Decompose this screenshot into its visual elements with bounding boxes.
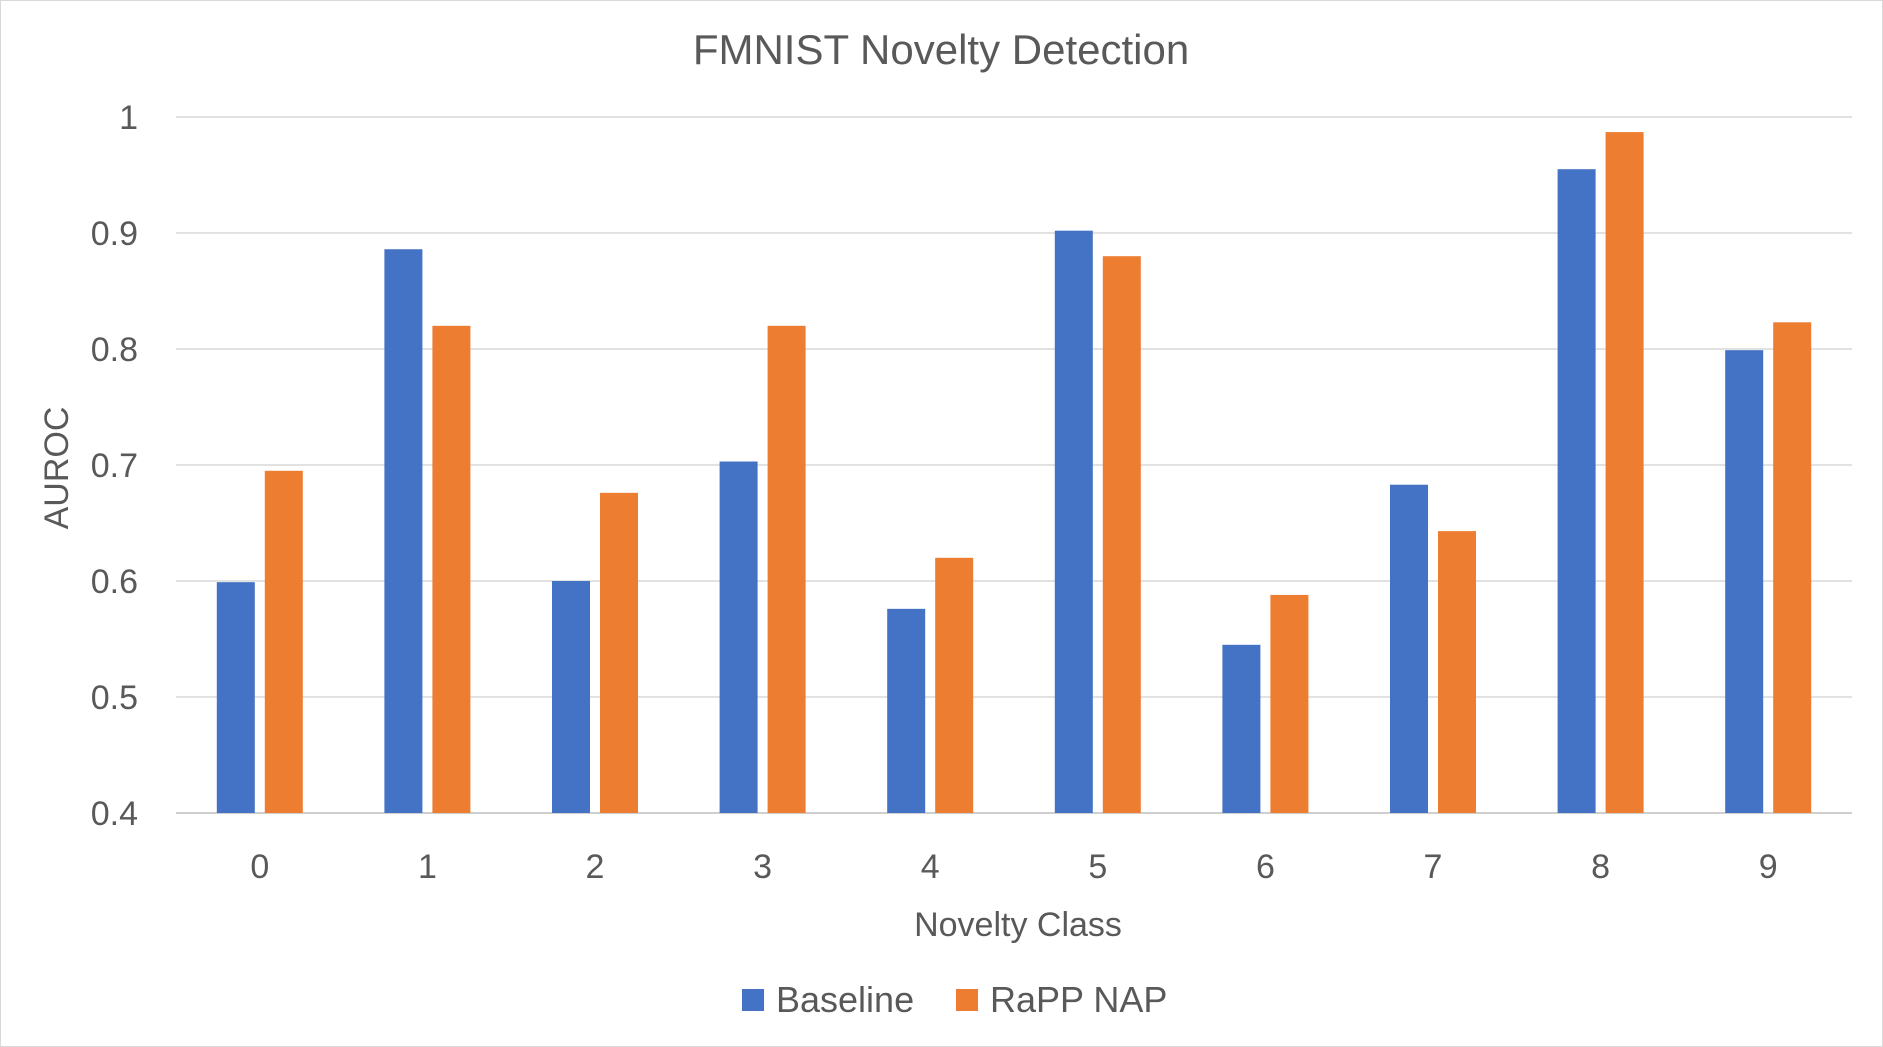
bar-rapp-nap-6 [1270,594,1309,813]
bar-rapp-nap-2 [600,492,638,813]
y-tick-label: 0.5 [91,679,138,717]
bar-baseline-7 [1390,484,1428,813]
y-axis-ticks: 0.4 0.5 0.6 0.7 0.8 0.9 1 [91,99,138,833]
bar-baseline-0 [216,582,255,813]
y-tick-label: 0.9 [91,215,138,253]
legend-label: Baseline [776,979,914,1020]
x-tick-label: 7 [1424,848,1443,886]
legend: Baseline RaPP NAP [742,979,1167,1020]
x-tick-label: 3 [753,848,772,886]
x-axis-title: Novelty Class [914,906,1122,944]
bar-rapp-nap-4 [935,557,974,813]
x-tick-label: 4 [921,848,940,886]
bar-rapp-nap-5 [1102,256,1141,813]
x-tick-label: 2 [586,848,605,886]
y-tick-label: 0.8 [91,331,138,369]
x-axis-ticks: 0 1 2 3 4 5 6 7 8 9 [250,848,1777,886]
x-tick-label: 5 [1088,848,1107,886]
bar-baseline-9 [1725,350,1764,813]
bar-rapp-nap-7 [1438,531,1476,813]
bar-baseline-4 [887,608,926,813]
bar-rapp-nap-9 [1773,322,1812,813]
y-tick-label: 1 [119,99,138,137]
bars [216,132,1812,814]
legend-label: RaPP NAP [990,979,1167,1020]
legend-swatch-rapp-nap [956,989,978,1011]
bar-rapp-nap-1 [432,325,471,813]
chart-title: FMNIST Novelty Detection [693,26,1189,73]
x-tick-label: 8 [1591,848,1610,886]
bar-baseline-2 [552,581,590,813]
x-tick-label: 9 [1759,848,1778,886]
bar-rapp-nap-8 [1605,132,1644,813]
bar-baseline-8 [1557,169,1596,813]
x-tick-label: 6 [1256,848,1275,886]
y-tick-label: 0.4 [91,795,138,833]
bar-rapp-nap-0 [264,470,303,813]
gridlines [176,116,1852,814]
bar-rapp-nap-3 [767,325,806,813]
bar-baseline-3 [719,461,758,813]
y-tick-label: 0.7 [91,447,138,485]
legend-swatch-baseline [742,989,764,1011]
x-tick-label: 1 [418,848,437,886]
bar-baseline-1 [384,249,423,814]
bar-baseline-5 [1054,230,1093,813]
x-tick-label: 0 [250,848,269,886]
y-tick-label: 0.6 [91,563,138,601]
y-axis-title: AUROC [38,407,76,530]
bar-baseline-6 [1222,644,1261,813]
